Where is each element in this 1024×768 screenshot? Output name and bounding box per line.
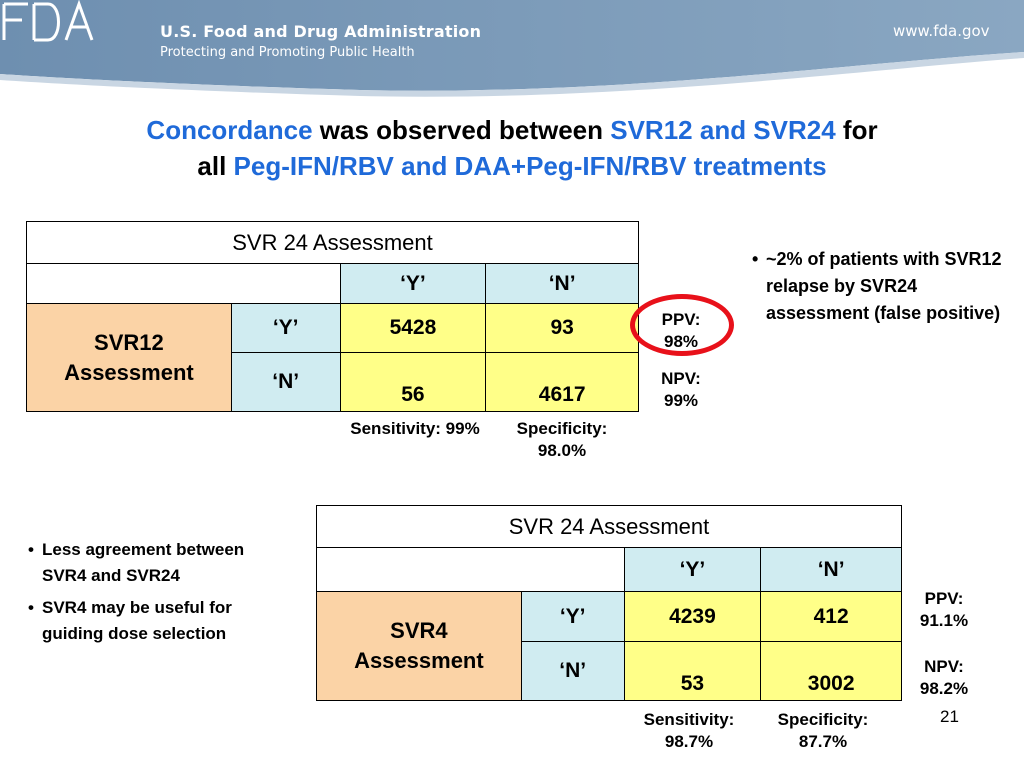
table1-sensitivity: Sensitivity: 99%	[350, 419, 480, 438]
table1-cell-yy: 5428	[339, 303, 487, 353]
table2-cell-nn: 3002	[760, 641, 902, 701]
table1-npv: NPV: 99%	[661, 369, 701, 410]
table1-cell-ny: 56	[339, 352, 487, 412]
table2-header: SVR 24 Assessment	[316, 505, 902, 548]
table2-col-y: ‘Y’	[623, 547, 762, 592]
agency-tagline: Protecting and Promoting Public Health	[160, 45, 415, 60]
agency-name: U.S. Food and Drug Administration	[160, 22, 482, 41]
table1-col-n: ‘N’	[485, 263, 639, 304]
table2-blank-cell	[316, 547, 625, 592]
left-note-item: SVR4 may be useful for guiding dose sele…	[28, 595, 268, 647]
website-link[interactable]: www.fda.gov	[893, 22, 990, 40]
table1-header: SVR 24 Assessment	[26, 221, 639, 264]
table2-sensitivity: Sensitivity: 98.7%	[643, 710, 735, 751]
header-wave-background	[0, 0, 1024, 97]
table2-specificity: Specificity: 87.7%	[777, 710, 869, 751]
fda-logo	[2, 0, 94, 42]
table1-row-n: ‘N’	[230, 352, 341, 412]
table2-ppv: PPV: 91.1%	[919, 589, 969, 630]
page-number: 21	[940, 707, 959, 726]
table1-cell-nn: 4617	[485, 352, 639, 412]
table1-specificity: Specificity: 98.0%	[516, 419, 608, 460]
title-part-treatments: Peg-IFN/RBV and DAA+Peg-IFN/RBV treatmen…	[233, 151, 827, 181]
table2-cell-yn: 412	[760, 591, 902, 642]
table2-cell-ny: 53	[623, 641, 762, 701]
title-part-for: for	[835, 115, 878, 145]
table1-col-y: ‘Y’	[339, 263, 487, 304]
table2-row-label-text: SVR4 Assessment	[354, 618, 484, 673]
svr12-contingency-table: SVR 24 Assessment ‘Y’ ‘N’ SVR12 Assessme…	[26, 221, 639, 412]
fda-header-banner: U.S. Food and Drug Administration Protec…	[0, 0, 1024, 100]
table1-row-label-text: SVR12 Assessment	[64, 329, 194, 385]
table1-row-y: ‘Y’	[230, 303, 341, 353]
slide-title: Concordance was observed between SVR12 a…	[40, 112, 984, 184]
table2-cell-yy: 4239	[623, 591, 762, 642]
table2-row-y: ‘Y’	[520, 591, 625, 642]
svr4-contingency-table: SVR 24 Assessment ‘Y’ ‘N’ SVR4 Assessmen…	[316, 505, 902, 701]
left-notes-list: Less agreement between SVR4 and SVR24 SV…	[28, 537, 268, 653]
table1-blank-cell	[26, 263, 341, 304]
table1-cell-yn: 93	[485, 303, 639, 353]
table2-row-label: SVR4 Assessment	[316, 591, 522, 701]
table1-row-label: SVR12 Assessment	[26, 303, 232, 412]
title-part-concordance: Concordance	[146, 115, 313, 145]
right-note-item: ~2% of patients with SVR12 relapse by SV…	[752, 246, 1002, 327]
ppv-highlight-circle	[630, 294, 734, 356]
right-notes-list: ~2% of patients with SVR12 relapse by SV…	[752, 246, 1002, 333]
title-part-observed: was observed between	[312, 115, 611, 145]
table2-row-n: ‘N’	[520, 641, 625, 701]
title-part-svr: SVR12 and SVR24	[610, 115, 836, 145]
table2-col-n: ‘N’	[760, 547, 902, 592]
title-part-all: all	[197, 151, 234, 181]
left-note-item: Less agreement between SVR4 and SVR24	[28, 537, 268, 589]
table2-npv: NPV: 98.2%	[919, 657, 969, 698]
